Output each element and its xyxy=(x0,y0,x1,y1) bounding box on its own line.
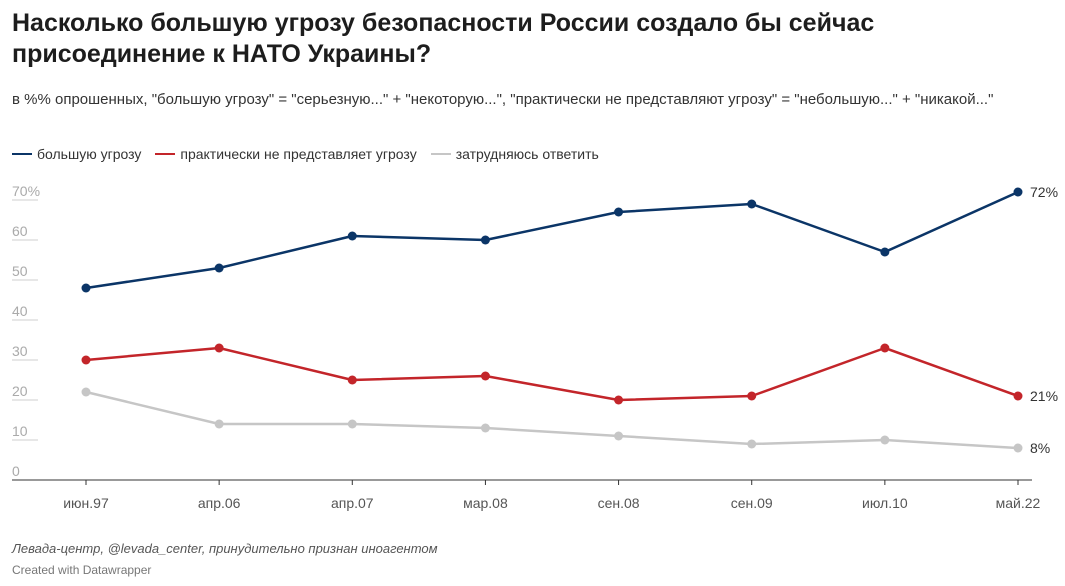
data-point xyxy=(880,343,890,353)
data-point xyxy=(614,431,624,441)
data-point xyxy=(1013,391,1023,401)
chart-title: Насколько большую угрозу безопасности Ро… xyxy=(12,9,875,68)
data-point xyxy=(1013,443,1023,453)
data-point xyxy=(480,235,490,245)
data-point xyxy=(81,283,91,293)
end-value-label: 21% xyxy=(1030,388,1058,404)
x-tick-label: сен.08 xyxy=(598,495,640,511)
x-tick-label: июл.10 xyxy=(862,495,908,511)
end-value-label: 8% xyxy=(1030,440,1050,456)
legend-item-big-threat: большую угрозу xyxy=(12,146,141,162)
data-point xyxy=(214,263,224,273)
credit-note: Created with Datawrapper xyxy=(12,563,152,577)
y-tick-label: 0 xyxy=(12,463,20,479)
x-tick-label: апр.07 xyxy=(331,495,374,511)
data-point xyxy=(747,199,757,209)
data-point xyxy=(480,371,490,381)
y-tick-label: 50 xyxy=(12,263,28,279)
legend-label-big-threat: большую угрозу xyxy=(37,146,142,162)
legend-swatch-big-threat xyxy=(12,153,32,155)
data-point xyxy=(614,395,624,405)
data-point xyxy=(1013,187,1023,197)
data-point xyxy=(81,387,91,397)
series-line-1 xyxy=(85,190,1019,290)
y-tick-label: 10 xyxy=(12,423,28,439)
data-point xyxy=(81,355,91,365)
y-tick-label: 60 xyxy=(12,223,28,239)
legend-label-no-threat: практически не представляет угрозу xyxy=(180,146,417,162)
data-point xyxy=(214,419,224,429)
chart-subtitle: в %% опрошенных, "большую угрозу" = "сер… xyxy=(12,91,994,108)
legend-label-undecided: затрудняюсь ответить xyxy=(455,146,599,162)
x-tick-label: апр.06 xyxy=(198,495,241,511)
data-point xyxy=(614,207,624,217)
legend-swatch-no-threat xyxy=(155,153,176,155)
legend: большую угрозу практически не представля… xyxy=(12,146,613,162)
data-point xyxy=(214,343,224,353)
series-line-3 xyxy=(85,390,1019,450)
x-tick-label: июн.97 xyxy=(63,495,109,511)
legend-swatch-undecided xyxy=(430,153,451,155)
line-chart: 0 10 20 30 40 50 60 70% июн.97 апр.06 апр.07 мар.08… xyxy=(12,183,1058,511)
y-tick-label: 70% xyxy=(12,183,40,199)
x-tick-label: мар.08 xyxy=(463,495,508,511)
data-point xyxy=(480,423,490,433)
legend-item-undecided: затрудняюсь ответить xyxy=(430,146,599,162)
end-value-label: 72% xyxy=(1030,184,1058,200)
data-point xyxy=(347,231,357,241)
data-point xyxy=(880,247,890,257)
data-point xyxy=(347,419,357,429)
y-tick-label: 40 xyxy=(12,303,28,319)
x-tick-label: май.22 xyxy=(996,495,1041,511)
source-note: Левада-центр, @levada_center, принудител… xyxy=(12,541,438,556)
series-line-2 xyxy=(85,346,1019,402)
data-point xyxy=(880,435,890,445)
data-point xyxy=(747,439,757,449)
data-point xyxy=(747,391,757,401)
x-tick-label: сен.09 xyxy=(731,495,773,511)
y-tick-label: 30 xyxy=(12,343,28,359)
data-point xyxy=(347,375,357,385)
y-tick-label: 20 xyxy=(12,383,28,399)
legend-item-no-threat: практически не представляет угрозу xyxy=(155,146,417,162)
